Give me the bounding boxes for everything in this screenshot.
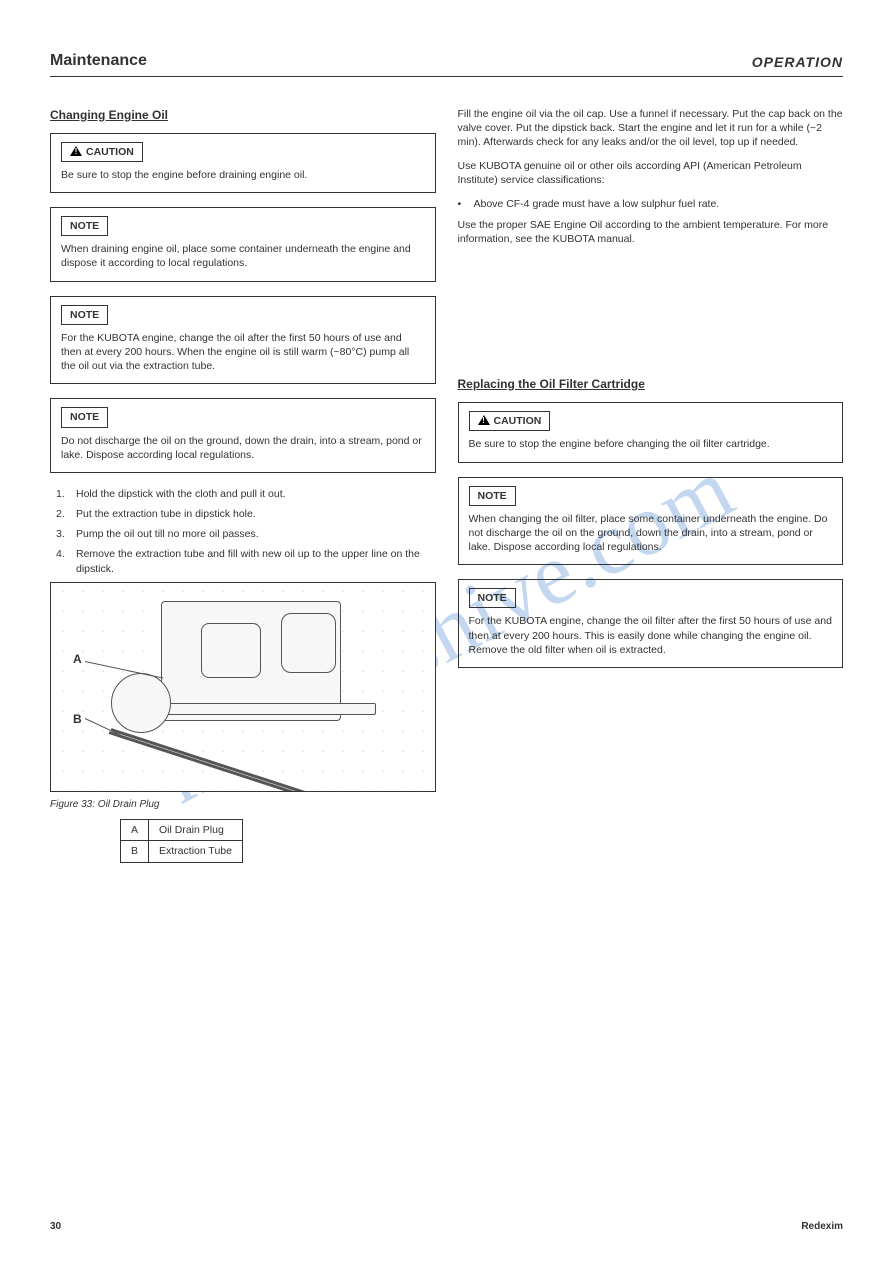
figure-pointer-B: B <box>73 711 82 727</box>
page-number: 30 <box>50 1220 61 1234</box>
callout-note-dispose: NOTE Do not discharge the oil on the gro… <box>50 398 436 473</box>
callout-note-filter-50h: NOTE For the KUBOTA engine, change the o… <box>458 579 844 668</box>
list-item: 2. Put the extraction tube in dipstick ho… <box>56 507 436 521</box>
warning-icon <box>478 415 490 425</box>
legend-key: B <box>121 841 149 862</box>
callout-title-text: CAUTION <box>494 415 542 427</box>
callout-note-first-50h: NOTE For the KUBOTA engine, change the o… <box>50 296 436 385</box>
page-content: Maintenance OPERATION Changing Engine Oi… <box>50 50 843 863</box>
callout-body: When draining engine oil, place some con… <box>61 242 425 270</box>
callout-title: NOTE <box>61 216 108 236</box>
legend-key: A <box>121 820 149 841</box>
step-number: 3. <box>56 527 70 541</box>
bullet-icon: • <box>458 197 468 211</box>
table-row: B Extraction Tube <box>121 841 243 862</box>
step-text: Hold the dipstick with the cloth and pul… <box>76 487 286 501</box>
fill-oil-paragraph: Fill the engine oil via the oil cap. Use… <box>458 107 844 150</box>
left-column: Changing Engine Oil CAUTION Be sure to s… <box>50 107 436 863</box>
legend-value: Oil Drain Plug <box>149 820 243 841</box>
table-row: A Oil Drain Plug <box>121 820 243 841</box>
page-header: Maintenance OPERATION <box>50 50 843 72</box>
step-number: 2. <box>56 507 70 521</box>
header-rule <box>50 76 843 77</box>
callout-title: NOTE <box>61 305 108 325</box>
callout-note-container: NOTE When draining engine oil, place som… <box>50 207 436 282</box>
step-number: 4. <box>56 547 70 575</box>
callout-body: Be sure to stop the engine before draini… <box>61 168 425 182</box>
oil-spec-bullets: • Above CF-4 grade must have a low sulphu… <box>458 197 844 211</box>
callout-caution-filter: CAUTION Be sure to stop the engine befor… <box>458 402 844 462</box>
oil-spec-lead: Use KUBOTA genuine oil or other oils acc… <box>458 159 844 187</box>
callout-title: NOTE <box>61 407 108 427</box>
callout-body: Do not discharge the oil on the ground, … <box>61 434 425 462</box>
callout-title-text: CAUTION <box>86 146 134 158</box>
step-text: Put the extraction tube in dipstick hole… <box>76 507 256 521</box>
callout-caution-stop-engine: CAUTION Be sure to stop the engine befor… <box>50 133 436 193</box>
callout-body: Be sure to stop the engine before changi… <box>469 437 833 451</box>
figure-legend-table: A Oil Drain Plug B Extraction Tube <box>120 819 243 862</box>
step-number: 1. <box>56 487 70 501</box>
figure-caption: Figure 33: Oil Drain Plug <box>50 798 436 812</box>
list-item: 1. Hold the dipstick with the cloth and p… <box>56 487 436 501</box>
callout-title: CAUTION <box>469 411 551 431</box>
bullet-text: Above CF-4 grade must have a low sulphur… <box>474 197 720 211</box>
right-column: Fill the engine oil via the oil cap. Use… <box>458 107 844 863</box>
chapter-title: Maintenance <box>50 50 147 72</box>
section-heading-oil-change: Changing Engine Oil <box>50 107 436 123</box>
list-item: 4.Remove the extraction tube and fill wi… <box>56 547 436 575</box>
oil-sae-paragraph: Use the proper SAE Engine Oil according … <box>458 218 844 246</box>
list-item: 3. Pump the oil out till no more oil pass… <box>56 527 436 541</box>
section-heading-oil-filter: Replacing the Oil Filter Cartridge <box>458 376 844 392</box>
callout-body: For the KUBOTA engine, change the oil af… <box>61 331 425 374</box>
callout-title: NOTE <box>469 486 516 506</box>
list-item: • Above CF-4 grade must have a low sulphu… <box>458 197 844 211</box>
figure-oil-drain-plug: A B <box>50 582 436 792</box>
two-column-layout: Changing Engine Oil CAUTION Be sure to s… <box>50 107 843 863</box>
footer-brand: Redexim <box>801 1220 843 1234</box>
page-footer: 30 Redexim <box>50 1220 843 1234</box>
callout-title: NOTE <box>469 588 516 608</box>
warning-icon <box>70 146 82 156</box>
figure-pointer-A: A <box>73 651 82 667</box>
callout-body: For the KUBOTA engine, change the oil fi… <box>469 614 833 657</box>
step-text: Remove the extraction tube and fill with… <box>76 547 436 575</box>
callout-body: When changing the oil filter, place some… <box>469 512 833 555</box>
oil-change-steps: 1. Hold the dipstick with the cloth and p… <box>56 487 436 576</box>
column-spacer <box>458 256 844 376</box>
callout-title: CAUTION <box>61 142 143 162</box>
step-text: Pump the oil out till no more oil passes… <box>76 527 259 541</box>
legend-value: Extraction Tube <box>149 841 243 862</box>
doc-type-badge: OPERATION <box>752 53 843 72</box>
callout-note-filter-container: NOTE When changing the oil filter, place… <box>458 477 844 566</box>
